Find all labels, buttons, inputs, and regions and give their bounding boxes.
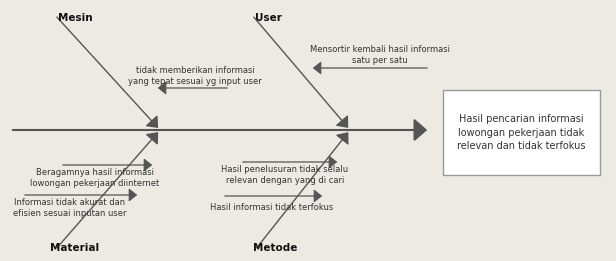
Text: Metode: Metode — [253, 243, 297, 253]
Text: Hasil pencarian informasi
lowongan pekerjaan tidak
relevan dan tidak terfokus: Hasil pencarian informasi lowongan peker… — [457, 114, 586, 151]
Text: Informasi tidak akurat dan
efisien sesuai inputan user: Informasi tidak akurat dan efisien sesua… — [14, 198, 127, 218]
Text: User: User — [254, 13, 282, 23]
Bar — [443, 90, 600, 175]
Text: Mesin: Mesin — [58, 13, 92, 23]
Text: Material: Material — [51, 243, 100, 253]
Text: Beragamnya hasil informasi
lowongan pekerjaan diinternet: Beragamnya hasil informasi lowongan peke… — [30, 168, 160, 188]
Text: Mensortir kembali hasil informasi
satu per satu: Mensortir kembali hasil informasi satu p… — [310, 45, 450, 65]
Text: Hasil penelusuran tidak selalu
relevan dengan yang di cari: Hasil penelusuran tidak selalu relevan d… — [221, 165, 349, 185]
Text: tidak memberikan informasi
yang tepat sesuai yg input user: tidak memberikan informasi yang tepat se… — [128, 66, 262, 86]
Text: Hasil informasi tidak terfokus: Hasil informasi tidak terfokus — [211, 204, 334, 212]
